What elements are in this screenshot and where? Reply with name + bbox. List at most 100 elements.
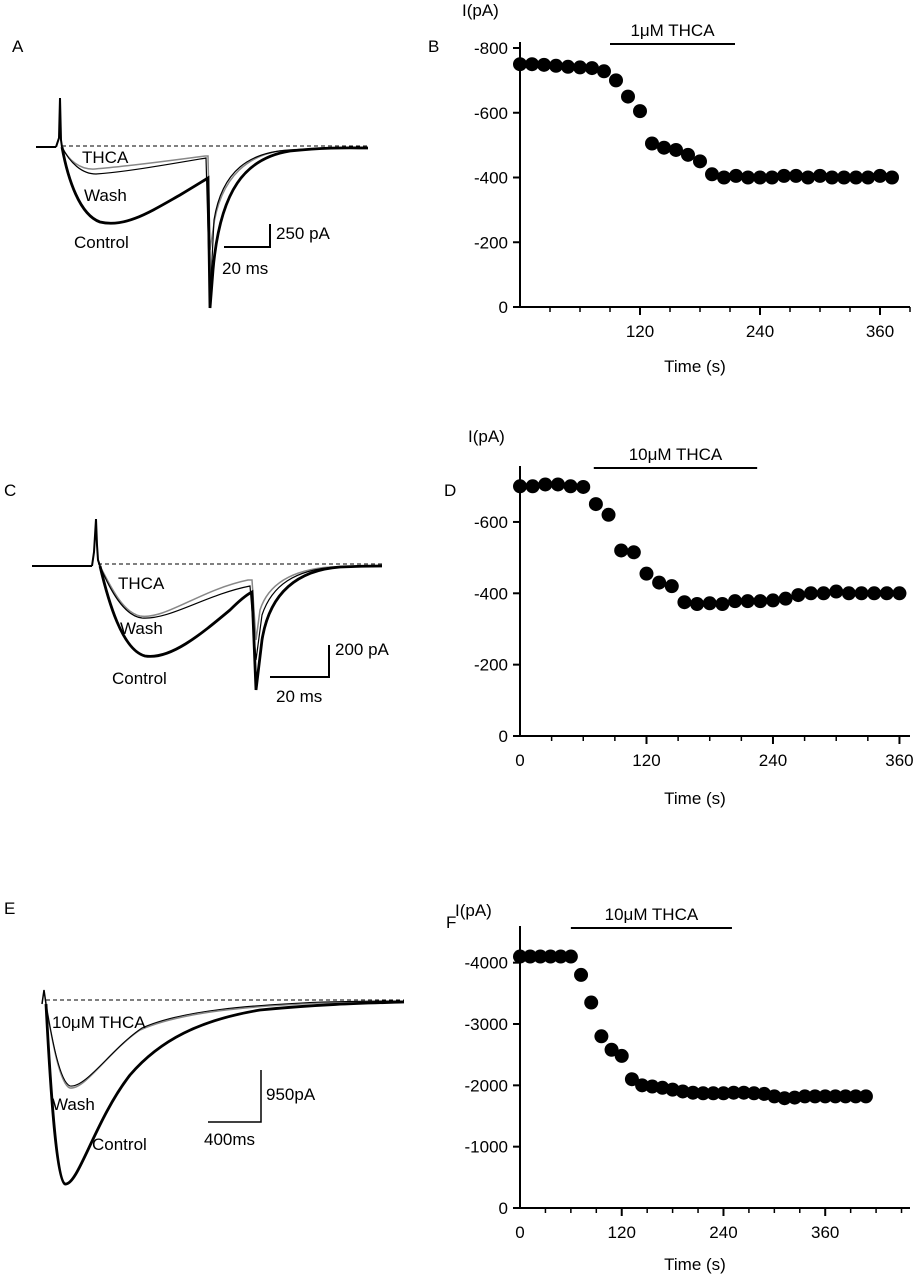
panel-letter-f: F xyxy=(446,913,456,932)
x-tick-label-b: 360 xyxy=(866,322,894,341)
y-axis-label-f: I(pA) xyxy=(455,901,492,920)
data-point-f xyxy=(696,1086,711,1101)
stim-artifact-c xyxy=(91,518,101,567)
y-tick-label-d: -600 xyxy=(474,513,508,532)
data-point-f xyxy=(675,1084,690,1099)
data-point-f xyxy=(777,1091,792,1106)
thca-label-e: 10μM THCA xyxy=(52,1013,146,1032)
data-point-b xyxy=(705,167,719,182)
data-point-f xyxy=(787,1090,802,1105)
scale-bar-c xyxy=(270,645,330,678)
data-point-b xyxy=(765,170,779,185)
data-point-f xyxy=(706,1086,721,1101)
scale-y-label-c: 200 pA xyxy=(335,640,390,659)
data-point-f xyxy=(604,1042,619,1057)
data-point-d xyxy=(715,597,730,611)
data-point-d xyxy=(791,588,806,603)
trace-panel-e: 10μM THCA Wash Control 950pA 400ms xyxy=(41,989,405,1186)
data-point-d xyxy=(740,594,755,609)
data-point-b xyxy=(813,168,827,183)
data-point-d xyxy=(753,594,768,609)
scale-bar-e xyxy=(208,1070,262,1123)
scale-y-label-a: 250 pA xyxy=(276,224,331,243)
data-point-b xyxy=(597,64,611,79)
data-point-b xyxy=(537,57,551,72)
stim-artifact-e xyxy=(41,989,47,1005)
data-point-f xyxy=(818,1089,833,1104)
data-point-f xyxy=(614,1048,629,1063)
data-point-b xyxy=(681,147,695,162)
data-point-d xyxy=(854,586,869,601)
data-point-b xyxy=(789,168,803,183)
wash-label-a: Wash xyxy=(84,186,127,205)
drug-bar-label-b: 1μM THCA xyxy=(630,21,715,40)
data-point-b xyxy=(885,170,899,185)
x-tick-label-f: 240 xyxy=(709,1223,737,1242)
data-point-d xyxy=(563,479,578,494)
y-axis-label-b: I(pA) xyxy=(462,1,499,20)
data-point-d xyxy=(588,497,603,512)
data-point-d xyxy=(867,586,882,601)
control-label-c: Control xyxy=(112,669,167,688)
data-point-f xyxy=(726,1085,741,1100)
data-point-d xyxy=(614,543,629,558)
panel-letter-d: D xyxy=(444,481,456,500)
x-axis-label-d: Time (s) xyxy=(664,789,726,808)
data-point-d xyxy=(816,586,831,601)
panel-letter-c: C xyxy=(4,481,16,500)
thca-trace-e xyxy=(45,1001,405,1089)
data-point-f xyxy=(533,949,548,964)
data-point-b xyxy=(741,170,755,185)
data-point-d xyxy=(550,477,565,492)
chart-panel-b: -800 -600 -400 -200 0 120 240 360 I(pA) Time (s) 1… xyxy=(462,1,911,376)
data-point-f xyxy=(563,949,578,964)
control-label-e: Control xyxy=(92,1135,147,1154)
control-trace-a xyxy=(60,146,369,309)
wash-label-c: Wash xyxy=(120,619,163,638)
data-point-d xyxy=(525,479,540,494)
chart-panel-f: -4000 -3000 -2000 -1000 00 120 240 360 I(pA) Time… xyxy=(455,901,910,1274)
data-point-b xyxy=(729,168,743,183)
data-point-b xyxy=(525,57,539,72)
x-tick-label-f: 0 xyxy=(515,1223,524,1242)
data-point-d xyxy=(652,575,667,590)
y-tick-label-f: -3000 xyxy=(465,1015,508,1034)
scale-x-label-e: 400ms xyxy=(204,1130,255,1149)
data-point-d xyxy=(702,596,717,611)
panel-letter-e: E xyxy=(4,899,15,918)
data-point-d xyxy=(778,591,793,606)
data-point-b xyxy=(849,170,863,185)
data-point-b xyxy=(837,170,851,185)
y-tick-label-d: -400 xyxy=(474,584,508,603)
data-point-b xyxy=(801,170,815,185)
x-axis-label-b: Time (s) xyxy=(664,357,726,376)
x-tick-label-b: 120 xyxy=(626,322,654,341)
trace-panel-c: THCA Wash Control 200 pA 20 ms xyxy=(32,518,390,706)
data-point-f xyxy=(594,1029,609,1044)
data-point-d xyxy=(538,477,553,492)
y-tick-label-f: 0 xyxy=(499,1199,508,1218)
y-tick-label-b: -400 xyxy=(474,169,508,188)
data-point-b xyxy=(633,104,647,119)
stim-artifact-a xyxy=(55,97,63,148)
data-point-b xyxy=(753,170,767,185)
wash-trace-e xyxy=(45,1000,405,1087)
x-tick-label-d: 120 xyxy=(632,751,660,770)
y-tick-label-f: -2000 xyxy=(465,1076,508,1095)
data-point-d xyxy=(892,586,907,601)
data-point-b xyxy=(513,57,527,72)
data-point-f xyxy=(513,949,527,964)
y-tick-label-b: -600 xyxy=(474,104,508,123)
panel-letter-b: B xyxy=(428,37,439,56)
drug-bar-label-d: 10μM THCA xyxy=(629,445,723,464)
data-point-b xyxy=(861,170,875,185)
scale-y-label-e: 950pA xyxy=(266,1085,316,1104)
trace-panel-a: THCA Wash Control 250 pA 20 ms xyxy=(36,97,369,309)
y-tick-label-b: -200 xyxy=(474,233,508,252)
scale-bar-a xyxy=(224,224,271,248)
data-point-f xyxy=(858,1089,873,1104)
y-tick-label-d: 0 xyxy=(499,727,508,746)
data-point-d xyxy=(765,593,780,608)
data-point-f xyxy=(574,967,589,982)
data-point-b xyxy=(621,89,635,104)
